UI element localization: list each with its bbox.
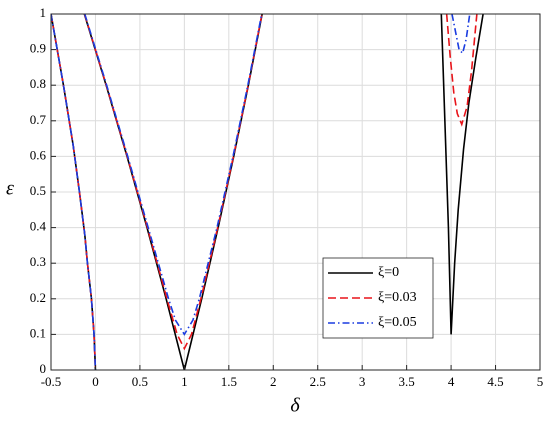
y-tick-label: 0.7: [30, 112, 47, 127]
y-tick-label: 0.4: [30, 219, 47, 234]
x-tick-label: 0: [92, 374, 99, 389]
y-tick-label: 0.6: [30, 147, 47, 162]
x-tick-label: 4.5: [487, 374, 503, 389]
legend-label: ξ=0.03: [378, 290, 417, 305]
x-tick-label: 3: [359, 374, 366, 389]
legend-label: ξ=0.05: [378, 315, 417, 330]
x-tick-label: 2: [270, 374, 277, 389]
grid: [50, 13, 541, 371]
series-line: [51, 14, 471, 370]
y-tick-label: 0.3: [30, 254, 46, 269]
legend-label: ξ=0: [378, 265, 399, 280]
y-tick-label: 0.5: [30, 183, 46, 198]
plot-lines: [51, 14, 484, 370]
x-tick-label: 1.5: [221, 374, 237, 389]
x-tick-label: 4: [448, 374, 455, 389]
x-axis-title: δ: [290, 395, 300, 417]
x-tick-label: 2.5: [310, 374, 326, 389]
y-tick-label: 0.2: [30, 290, 46, 305]
y-axis-title: ε: [6, 178, 14, 200]
y-tick-label: 0.9: [30, 41, 46, 56]
x-tick-label: 3.5: [399, 374, 415, 389]
y-tick-label: 0.8: [30, 76, 46, 91]
y-tick-label: 1: [40, 5, 47, 20]
legend: ξ=0 ξ=0.03 ξ=0.05: [322, 257, 434, 339]
x-tick-label: 1: [181, 374, 188, 389]
y-tick-label: 0.1: [30, 325, 46, 340]
ticks: -0.5 0 0.5 1 1.5 2 2.5 3 3.5 4 4.5 500.10.20.30.40.…: [30, 5, 544, 389]
x-tick-label: -0.5: [41, 374, 62, 389]
x-tick-label: 0.5: [132, 374, 148, 389]
y-tick-label: 0: [40, 361, 47, 376]
x-tick-label: 5: [537, 374, 544, 389]
